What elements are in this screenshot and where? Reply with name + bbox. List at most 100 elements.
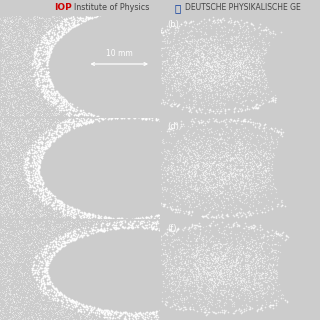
- Point: [7, 197, 12, 202]
- Point: [198, 242, 203, 247]
- Point: [44, 199, 49, 204]
- Point: [71, 237, 76, 243]
- Point: [189, 156, 194, 161]
- Point: [12, 161, 18, 166]
- Point: [63, 101, 68, 107]
- Point: [61, 28, 67, 33]
- Point: [0, 276, 3, 281]
- Point: [263, 132, 268, 138]
- Point: [203, 25, 208, 30]
- Point: [39, 188, 44, 193]
- Point: [139, 311, 144, 316]
- Point: [218, 251, 223, 256]
- Point: [226, 310, 231, 315]
- Point: [42, 48, 47, 53]
- Point: [36, 213, 41, 218]
- Point: [181, 252, 187, 257]
- Point: [222, 173, 227, 179]
- Point: [218, 176, 223, 181]
- Point: [28, 211, 33, 216]
- Point: [189, 141, 194, 147]
- Point: [47, 77, 52, 83]
- Point: [24, 203, 29, 208]
- Point: [241, 63, 246, 68]
- Point: [186, 55, 191, 60]
- Point: [214, 161, 219, 166]
- Point: [210, 65, 215, 70]
- Point: [47, 132, 52, 137]
- Point: [70, 120, 75, 125]
- Point: [14, 69, 20, 75]
- Point: [70, 107, 75, 112]
- Point: [145, 33, 150, 38]
- Point: [127, 71, 132, 76]
- Point: [247, 167, 252, 172]
- Point: [59, 30, 64, 36]
- Point: [212, 171, 217, 176]
- Point: [210, 171, 215, 176]
- Point: [9, 13, 14, 19]
- Point: [246, 72, 252, 77]
- Point: [86, 310, 92, 316]
- Point: [21, 146, 26, 151]
- Point: [1, 26, 6, 31]
- Point: [26, 21, 31, 26]
- Point: [196, 190, 202, 195]
- Point: [49, 219, 54, 224]
- Point: [51, 97, 56, 102]
- Point: [102, 228, 107, 233]
- Point: [63, 234, 68, 239]
- Point: [250, 155, 255, 160]
- Point: [227, 255, 232, 260]
- Point: [61, 213, 66, 218]
- Point: [145, 237, 150, 242]
- Point: [65, 234, 70, 239]
- Point: [208, 238, 213, 243]
- Point: [201, 248, 206, 253]
- Point: [24, 161, 29, 166]
- Point: [21, 37, 26, 42]
- Point: [251, 60, 256, 65]
- Point: [249, 150, 254, 155]
- Point: [36, 139, 42, 144]
- Point: [43, 290, 48, 295]
- Point: [36, 62, 42, 67]
- Point: [98, 226, 103, 231]
- Point: [244, 275, 249, 280]
- Point: [261, 285, 266, 291]
- Point: [249, 252, 254, 257]
- Point: [175, 284, 180, 289]
- Point: [28, 260, 33, 265]
- Point: [211, 95, 216, 100]
- Point: [83, 211, 88, 216]
- Point: [35, 170, 40, 175]
- Point: [44, 198, 49, 204]
- Point: [100, 228, 105, 233]
- Point: [122, 225, 127, 230]
- Point: [161, 187, 166, 192]
- Point: [44, 129, 49, 134]
- Point: [212, 193, 217, 198]
- Point: [21, 157, 27, 162]
- Point: [179, 188, 184, 193]
- Point: [62, 96, 67, 101]
- Point: [212, 268, 217, 273]
- Point: [224, 78, 229, 83]
- Point: [26, 204, 31, 210]
- Point: [239, 285, 244, 290]
- Point: [30, 52, 35, 58]
- Point: [193, 279, 198, 284]
- Point: [200, 143, 205, 148]
- Point: [31, 152, 36, 157]
- Point: [42, 201, 47, 206]
- Point: [162, 252, 167, 257]
- Point: [254, 164, 260, 169]
- Point: [48, 83, 53, 88]
- Point: [254, 249, 260, 254]
- Point: [104, 217, 109, 222]
- Point: [237, 146, 242, 151]
- Point: [30, 58, 35, 63]
- Point: [234, 245, 239, 250]
- Point: [120, 221, 125, 226]
- Point: [273, 100, 278, 105]
